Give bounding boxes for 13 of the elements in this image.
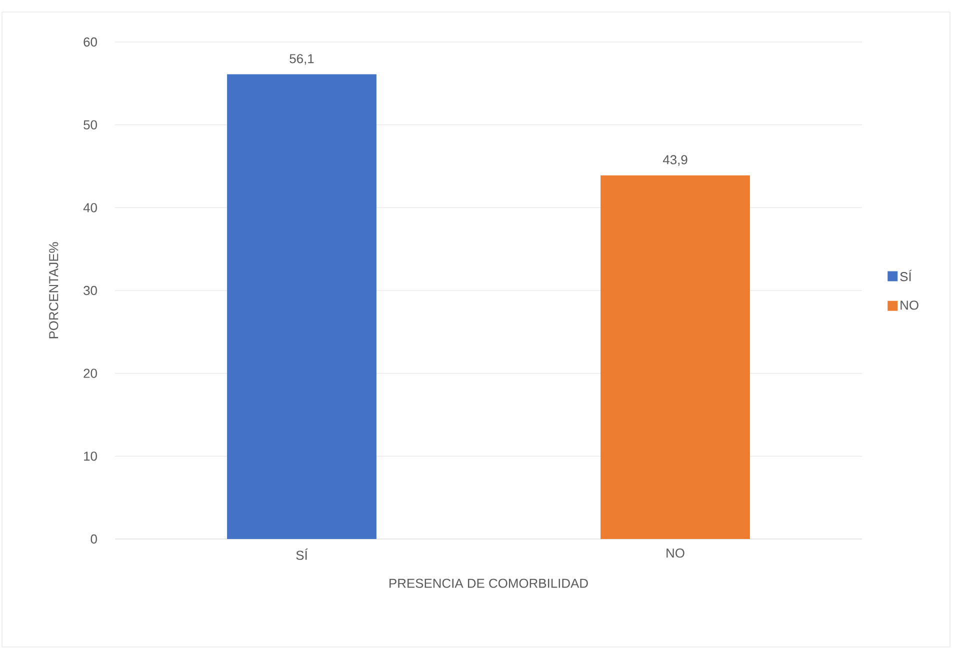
x-axis-title: PRESENCIA DE COMORBILIDAD [390, 578, 588, 588]
legend-label: SÍ [900, 270, 912, 282]
y-axis-title: PORCENTAJE% [49, 242, 58, 338]
y-tick-label: 60 [84, 37, 97, 47]
y-tick-label: 30 [84, 286, 97, 296]
y-tick-label: 40 [83, 203, 97, 212]
data-label: 43,9 [662, 155, 688, 166]
data-label: 56,1 [290, 54, 314, 65]
y-tick-label: 0 [90, 534, 97, 544]
y-tick-label: 20 [84, 368, 97, 378]
y-tick-label: 10 [84, 452, 97, 461]
y-tick-label: 50 [84, 120, 97, 130]
legend-label: NO [900, 300, 918, 310]
